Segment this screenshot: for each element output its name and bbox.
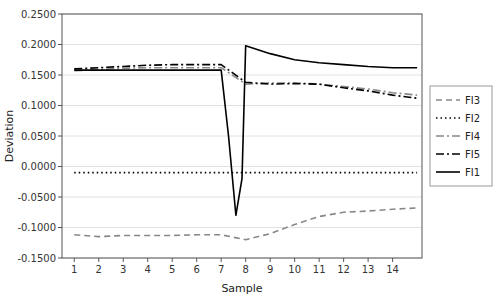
x-tick-label: 13 — [362, 264, 375, 275]
y-tick-label: 0.1500 — [21, 70, 56, 81]
x-tick-label: 10 — [288, 264, 301, 275]
legend-swatch — [436, 117, 460, 119]
y-tick-label: -0.1000 — [17, 222, 56, 233]
legend-label: FI3 — [465, 95, 480, 106]
legend-box — [430, 86, 492, 186]
x-tick — [392, 258, 393, 262]
x-tick-label: 7 — [218, 264, 224, 275]
chart: -0.1500 -0.1000 -0.0500 0.0000 0.0500 0.1000 0… — [0, 0, 500, 300]
x-tick — [368, 258, 369, 262]
grid — [62, 14, 422, 258]
y-tick-label: -0.1500 — [17, 253, 56, 264]
x-tick — [294, 258, 295, 262]
y-tick — [58, 227, 62, 228]
y-tick — [58, 105, 62, 106]
legend-swatch — [436, 99, 460, 101]
x-tick-label: 14 — [386, 264, 399, 275]
y-tick-label: 0.0500 — [21, 131, 56, 142]
y-tick-label: 0.1000 — [21, 100, 56, 111]
y-tick — [58, 197, 62, 198]
y-tick-label: 0.2500 — [21, 9, 56, 20]
grid-line — [62, 105, 422, 106]
y-tick-label: 0.2000 — [21, 39, 56, 50]
legend-swatch — [436, 135, 460, 137]
y-tick — [58, 44, 62, 45]
legend-label: FI5 — [465, 149, 480, 160]
x-tick — [270, 258, 271, 262]
x-tick — [319, 258, 320, 262]
x-tick-label: 8 — [242, 264, 248, 275]
x-tick-label: 1 — [71, 264, 77, 275]
y-tick-label: 0.0000 — [21, 161, 56, 172]
legend: FI3 FI2 FI4 FI5 FI1 — [430, 86, 492, 186]
x-tick — [74, 258, 75, 262]
grid-line — [62, 75, 422, 76]
x-axis: 1234567891011121314 — [71, 258, 399, 275]
x-tick-label: 11 — [313, 264, 326, 275]
x-tick — [221, 258, 222, 262]
series-line — [74, 172, 417, 174]
plot-frame — [62, 14, 422, 258]
grid-line — [62, 136, 422, 137]
y-tick — [58, 75, 62, 76]
y-tick-label: -0.0500 — [17, 192, 56, 203]
x-tick-label: 5 — [169, 264, 175, 275]
legend-label: FI4 — [465, 131, 480, 142]
x-tick-label: 9 — [267, 264, 273, 275]
legend-swatch — [436, 171, 460, 173]
x-tick-label: 6 — [194, 264, 200, 275]
x-tick — [196, 258, 197, 262]
x-tick — [245, 258, 246, 262]
x-axis-label: Sample — [221, 282, 262, 295]
x-tick — [172, 258, 173, 262]
x-tick-label: 3 — [120, 264, 126, 275]
x-tick — [98, 258, 99, 262]
y-axis: -0.1500 -0.1000 -0.0500 0.0000 0.0500 0.1000 0… — [17, 9, 62, 264]
legend-label: FI2 — [465, 113, 480, 124]
y-tick — [58, 258, 62, 259]
x-tick-label: 4 — [145, 264, 151, 275]
x-tick — [123, 258, 124, 262]
series-line — [74, 208, 417, 240]
legend-label: FI1 — [465, 167, 480, 178]
x-tick-label: 2 — [96, 264, 102, 275]
grid-line — [62, 227, 422, 228]
grid-line — [62, 197, 422, 198]
grid-line — [62, 44, 422, 45]
series-line — [74, 46, 417, 216]
x-tick — [343, 258, 344, 262]
y-axis-label: Deviation — [3, 110, 16, 163]
y-tick — [58, 136, 62, 137]
y-tick — [58, 166, 62, 167]
legend-swatch — [436, 153, 460, 155]
lines — [74, 46, 417, 240]
x-tick-label: 12 — [337, 264, 350, 275]
y-tick — [58, 14, 62, 15]
x-tick — [147, 258, 148, 262]
